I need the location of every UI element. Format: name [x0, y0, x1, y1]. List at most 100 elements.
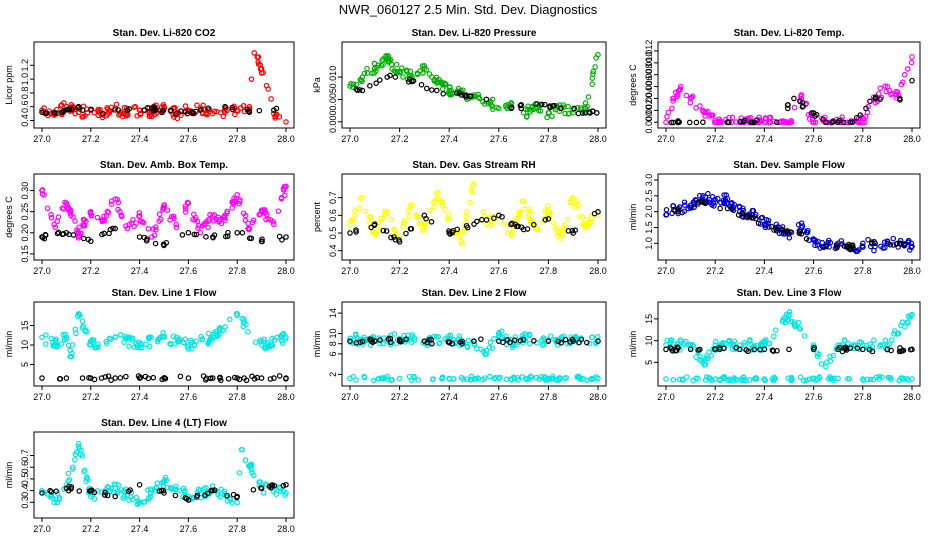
data-point [555, 338, 562, 345]
data-point [258, 207, 265, 214]
data-point [799, 223, 806, 229]
data-point [79, 318, 86, 324]
panel-title: Stan. Dev. Li-820 Temp. [734, 28, 845, 39]
y-tick-label: 0.15 [20, 245, 30, 263]
data-point [185, 200, 192, 207]
data-point [904, 319, 911, 325]
data-point [545, 338, 552, 344]
data-point [205, 216, 212, 223]
x-tick-label: 28.0 [589, 392, 607, 402]
data-point [194, 102, 200, 109]
data-point [229, 104, 236, 111]
data-point [760, 339, 766, 345]
data-point [549, 113, 555, 120]
data-point [81, 468, 87, 475]
x-tick-label: 27.8 [540, 134, 558, 144]
data-point [663, 119, 669, 126]
data-point [799, 100, 806, 106]
data-point [909, 77, 915, 84]
data-point [197, 487, 203, 494]
data-point [494, 104, 500, 111]
data-point [788, 377, 795, 384]
y-tick-label: 2 [328, 372, 338, 377]
data-point [475, 91, 482, 98]
x-tick-label: 27.6 [180, 392, 198, 402]
data-point [585, 94, 592, 100]
data-point [866, 346, 873, 353]
data-point [80, 235, 87, 242]
data-point [450, 375, 457, 382]
data-point [859, 346, 866, 353]
x-tick-label: 28.0 [903, 392, 921, 402]
data-point [50, 339, 56, 346]
data-point [555, 229, 562, 236]
data-point [594, 333, 601, 340]
plot-frame [657, 41, 921, 129]
data-point [531, 337, 537, 344]
data-point [229, 106, 236, 113]
x-tick-label: 27.8 [228, 524, 246, 534]
data-point [686, 341, 692, 348]
data-point [118, 212, 125, 219]
data-point [504, 230, 511, 236]
data-point [70, 464, 76, 471]
data-point [820, 116, 826, 123]
data-point [171, 215, 177, 222]
data-point [205, 330, 212, 337]
x-tick-label: 27.8 [854, 266, 872, 276]
data-point [159, 376, 165, 383]
data-point [224, 208, 231, 215]
data-point [464, 343, 470, 350]
data-point [740, 374, 747, 380]
data-point [421, 62, 428, 69]
data-point [445, 333, 452, 339]
data-point [184, 110, 191, 117]
x-tick-label: 27.4 [440, 266, 458, 276]
data-point [542, 101, 548, 108]
data-point [517, 337, 524, 344]
y-tick-label: 2.5 [644, 190, 654, 203]
data-point [562, 336, 569, 343]
data-point [177, 373, 184, 380]
data-point [663, 211, 670, 218]
data-point [883, 88, 889, 95]
y-tick-label: 0.7 [20, 449, 30, 462]
plot-frame [33, 41, 295, 129]
data-point [492, 374, 499, 381]
data-point [439, 86, 446, 92]
data-point [584, 339, 590, 346]
data-point [227, 316, 233, 323]
y-tick-label: 10 [20, 340, 30, 350]
data-point [413, 212, 420, 219]
data-point [280, 482, 287, 489]
data-point [42, 231, 49, 238]
y-axis-label: ml/min [4, 331, 14, 358]
data-point [210, 375, 216, 381]
data-point [392, 236, 399, 243]
data-point [442, 206, 448, 213]
data-point [546, 376, 553, 382]
data-point [231, 195, 237, 201]
data-point [729, 114, 736, 121]
data-point [172, 104, 178, 111]
data-point [447, 84, 453, 90]
data-point [141, 498, 148, 505]
data-point [221, 212, 228, 219]
data-point [102, 374, 109, 380]
data-point [768, 223, 775, 230]
y-tick-label: 1.0 [644, 237, 654, 250]
data-point [185, 375, 192, 381]
data-point [733, 344, 740, 351]
data-point [52, 224, 59, 231]
panel-title: Stan. Dev. Li-820 Pressure [412, 28, 537, 39]
data-point [755, 220, 762, 227]
data-point [797, 326, 804, 332]
data-point [418, 81, 425, 88]
data-point [388, 216, 395, 223]
data-point [909, 54, 915, 60]
data-point [373, 80, 379, 86]
data-point [112, 375, 119, 381]
data-point [151, 232, 158, 239]
data-point [877, 85, 884, 92]
x-tick-label: 27.4 [756, 134, 774, 144]
